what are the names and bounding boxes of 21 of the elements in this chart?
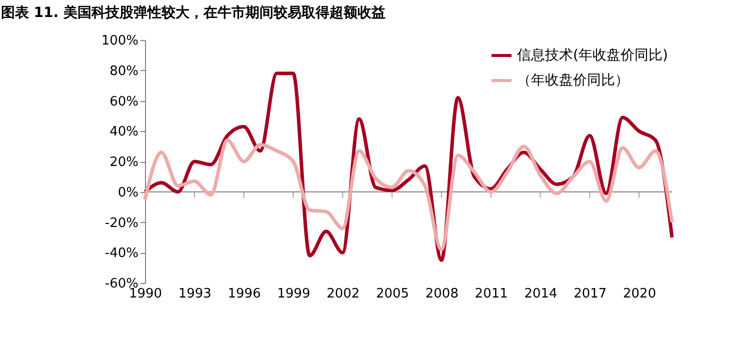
y-tick-label: -20% — [104, 216, 138, 231]
x-tick-label: 2005 — [376, 286, 410, 302]
y-tick-label: 100% — [101, 34, 138, 48]
y-tick-label: 0% — [118, 185, 138, 200]
x-tick-label: 2014 — [524, 286, 558, 302]
x-tick-label: 1996 — [228, 286, 261, 302]
legend-label: （年收盘价同比） — [517, 72, 629, 88]
y-tick-label: 20% — [110, 155, 138, 170]
x-tick-label: 1993 — [178, 286, 212, 302]
y-tick-label: 60% — [110, 94, 138, 110]
y-tick-label: 40% — [110, 124, 138, 140]
x-tick-label: 2008 — [425, 286, 458, 302]
x-tick-label: 1999 — [277, 286, 310, 302]
x-tick-label: 2017 — [574, 286, 607, 302]
x-tick-label: 2020 — [623, 286, 656, 302]
x-tick-label: 2002 — [326, 286, 360, 302]
y-tick-label: -40% — [104, 246, 138, 262]
chart-title: 图表 11. 美国科技股弹性较大，在牛市期间较易取得超额收益 — [0, 4, 386, 21]
y-tick-label: 80% — [110, 64, 138, 79]
x-tick-label: 2011 — [474, 286, 508, 302]
legend-label: 信息技术(年收盘价同比) — [517, 48, 668, 64]
